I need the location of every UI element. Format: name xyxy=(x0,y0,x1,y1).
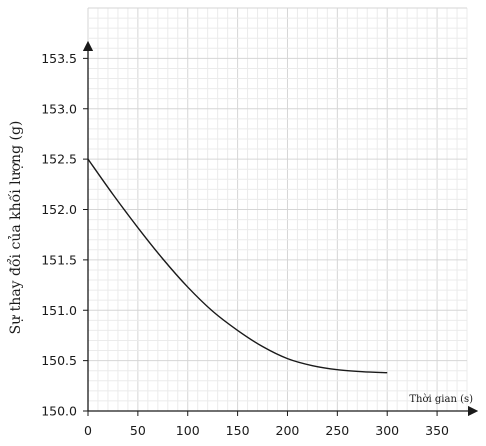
x-tick-label: 0 xyxy=(84,423,92,438)
y-tick-label: 153.5 xyxy=(41,51,77,66)
x-tick-label: 250 xyxy=(325,423,349,438)
y-ticks: 150.0 150.5 151.0 151.5 152.0 152.5 153.0 153.5 xyxy=(41,51,88,419)
y-tick-label: 150.5 xyxy=(41,353,77,368)
x-axis-title: Thời gian (s) xyxy=(409,394,473,405)
x-tick-label: 50 xyxy=(130,423,146,438)
x-tick-label: 300 xyxy=(375,423,399,438)
x-tick-label: 100 xyxy=(176,423,200,438)
series-line xyxy=(87,158,388,374)
y-axis-title: Sự thay đổi của khối lượng (g) xyxy=(6,121,24,335)
series-layer xyxy=(87,158,388,374)
y-tick-label: 151.5 xyxy=(41,252,77,267)
y-tick-label: 150.0 xyxy=(41,404,77,419)
y-tick-label: 153.0 xyxy=(41,101,77,116)
x-tick-label: 150 xyxy=(226,423,250,438)
x-tick-label: 350 xyxy=(425,423,449,438)
x-tick-label: 200 xyxy=(276,423,300,438)
y-tick-label: 151.0 xyxy=(41,303,77,318)
y-tick-label: 152.5 xyxy=(41,152,77,167)
x-ticks: 0 50 100 150 200 250 300 350 xyxy=(84,411,449,438)
y-tick-label: 152.0 xyxy=(41,202,77,217)
axes xyxy=(82,40,479,417)
grid xyxy=(87,7,468,412)
